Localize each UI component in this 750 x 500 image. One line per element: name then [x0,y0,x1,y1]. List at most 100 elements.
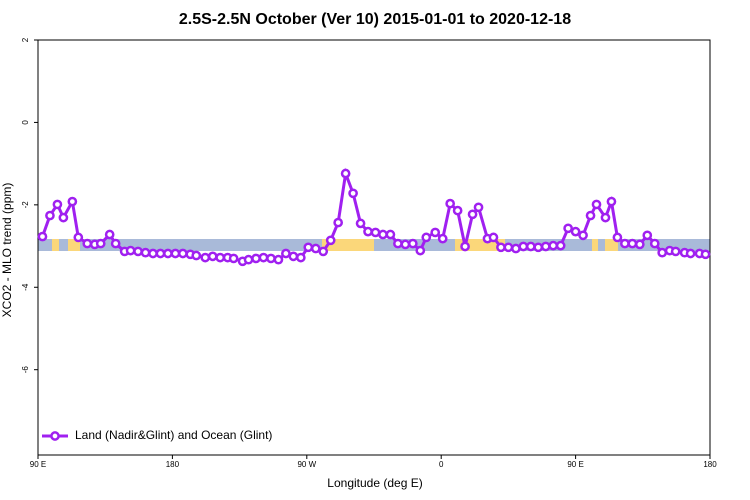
data-point [333,217,344,228]
data-point [207,251,218,262]
data-point [445,198,456,209]
data-point [273,254,284,265]
y-axis-label: XCO2 - MLO trend (ppm) [0,183,14,318]
x-tick-label: 180 [166,460,180,469]
data-point [215,252,226,263]
data-point [73,232,84,243]
data-point [570,226,581,237]
data-point [258,252,269,263]
data-point [133,246,143,257]
data-point [600,212,611,223]
data-point [325,235,336,246]
x-tick-label: 180 [703,460,717,469]
data-point [585,210,596,221]
plot-frame [37,39,711,456]
data-point [155,248,166,259]
data-point [363,226,373,237]
data-point [525,241,536,252]
data-point [488,232,499,243]
data-point [82,238,93,249]
data-point [612,232,623,243]
legend-marker [50,431,60,441]
data-point [281,248,291,259]
data-point [228,253,239,264]
x-tick-label: 90 E [30,460,46,469]
data-point [163,248,173,259]
data-point [125,245,136,256]
chart-title: 2.5S-2.5N October (Ver 10) 2015-01-01 to… [179,11,571,28]
data-point [649,238,660,249]
x-axis-label: Longitude (deg E) [327,476,422,490]
y-tick-label: 0 [21,120,30,125]
data-point [303,242,314,253]
x-tick-label: 90 W [297,460,316,469]
y-tick-label: -2 [21,201,30,209]
data-point [45,210,55,221]
data-point [266,253,276,264]
data-point [591,199,602,210]
data-point [110,238,121,249]
data-point [415,245,426,256]
legend-label: Land (Nadir&Glint) and Ocean (Glint) [75,428,272,442]
data-point [533,242,544,253]
data-point [52,199,63,210]
land-band [52,239,59,251]
data-point [407,238,418,249]
y-tick-label: 2 [21,37,30,42]
data-point [348,188,358,199]
x-tick-label: 90 E [567,460,583,469]
data-point [460,241,470,252]
data-point [540,241,551,252]
data-point [310,243,321,254]
data-point [700,249,711,260]
land-band [605,239,618,251]
data-point [511,243,521,254]
data-point [620,238,630,249]
data-point [518,241,529,252]
data-point [606,196,617,207]
data-point [37,231,48,242]
data-point [634,239,645,250]
data-point [295,252,306,263]
data-point [503,242,514,253]
data-point [437,233,448,244]
data-point [200,252,211,263]
data-point [178,248,188,259]
data-point [355,218,366,229]
data-point [318,246,329,257]
data-point [642,230,653,241]
data-point [685,248,696,259]
land-band [592,239,598,251]
data-point [191,250,202,261]
data-point [385,229,396,240]
data-point [170,248,181,259]
data-point [67,196,78,207]
y-tick-label: -4 [21,283,30,291]
data-point [393,238,403,249]
data-point [467,209,478,220]
y-tick-label: -6 [21,366,30,374]
data-point [148,248,158,259]
data-point [670,246,681,257]
data-point [370,227,381,238]
data-point [400,239,411,250]
data-point [104,229,115,240]
data-point [288,251,299,262]
data-point [473,202,484,213]
data-point [140,247,151,258]
data-point [378,229,388,240]
data-point [95,238,106,249]
x-tick-label: 0 [439,460,444,469]
data-point [555,240,566,251]
data-point [251,253,261,264]
data-point [496,242,506,253]
data-point [563,223,573,234]
data-point [657,247,668,258]
data-point [548,240,559,251]
data-point [627,238,638,249]
data-point [421,232,432,243]
data-point [58,212,69,223]
data-point [243,254,254,265]
data-point [452,205,463,216]
